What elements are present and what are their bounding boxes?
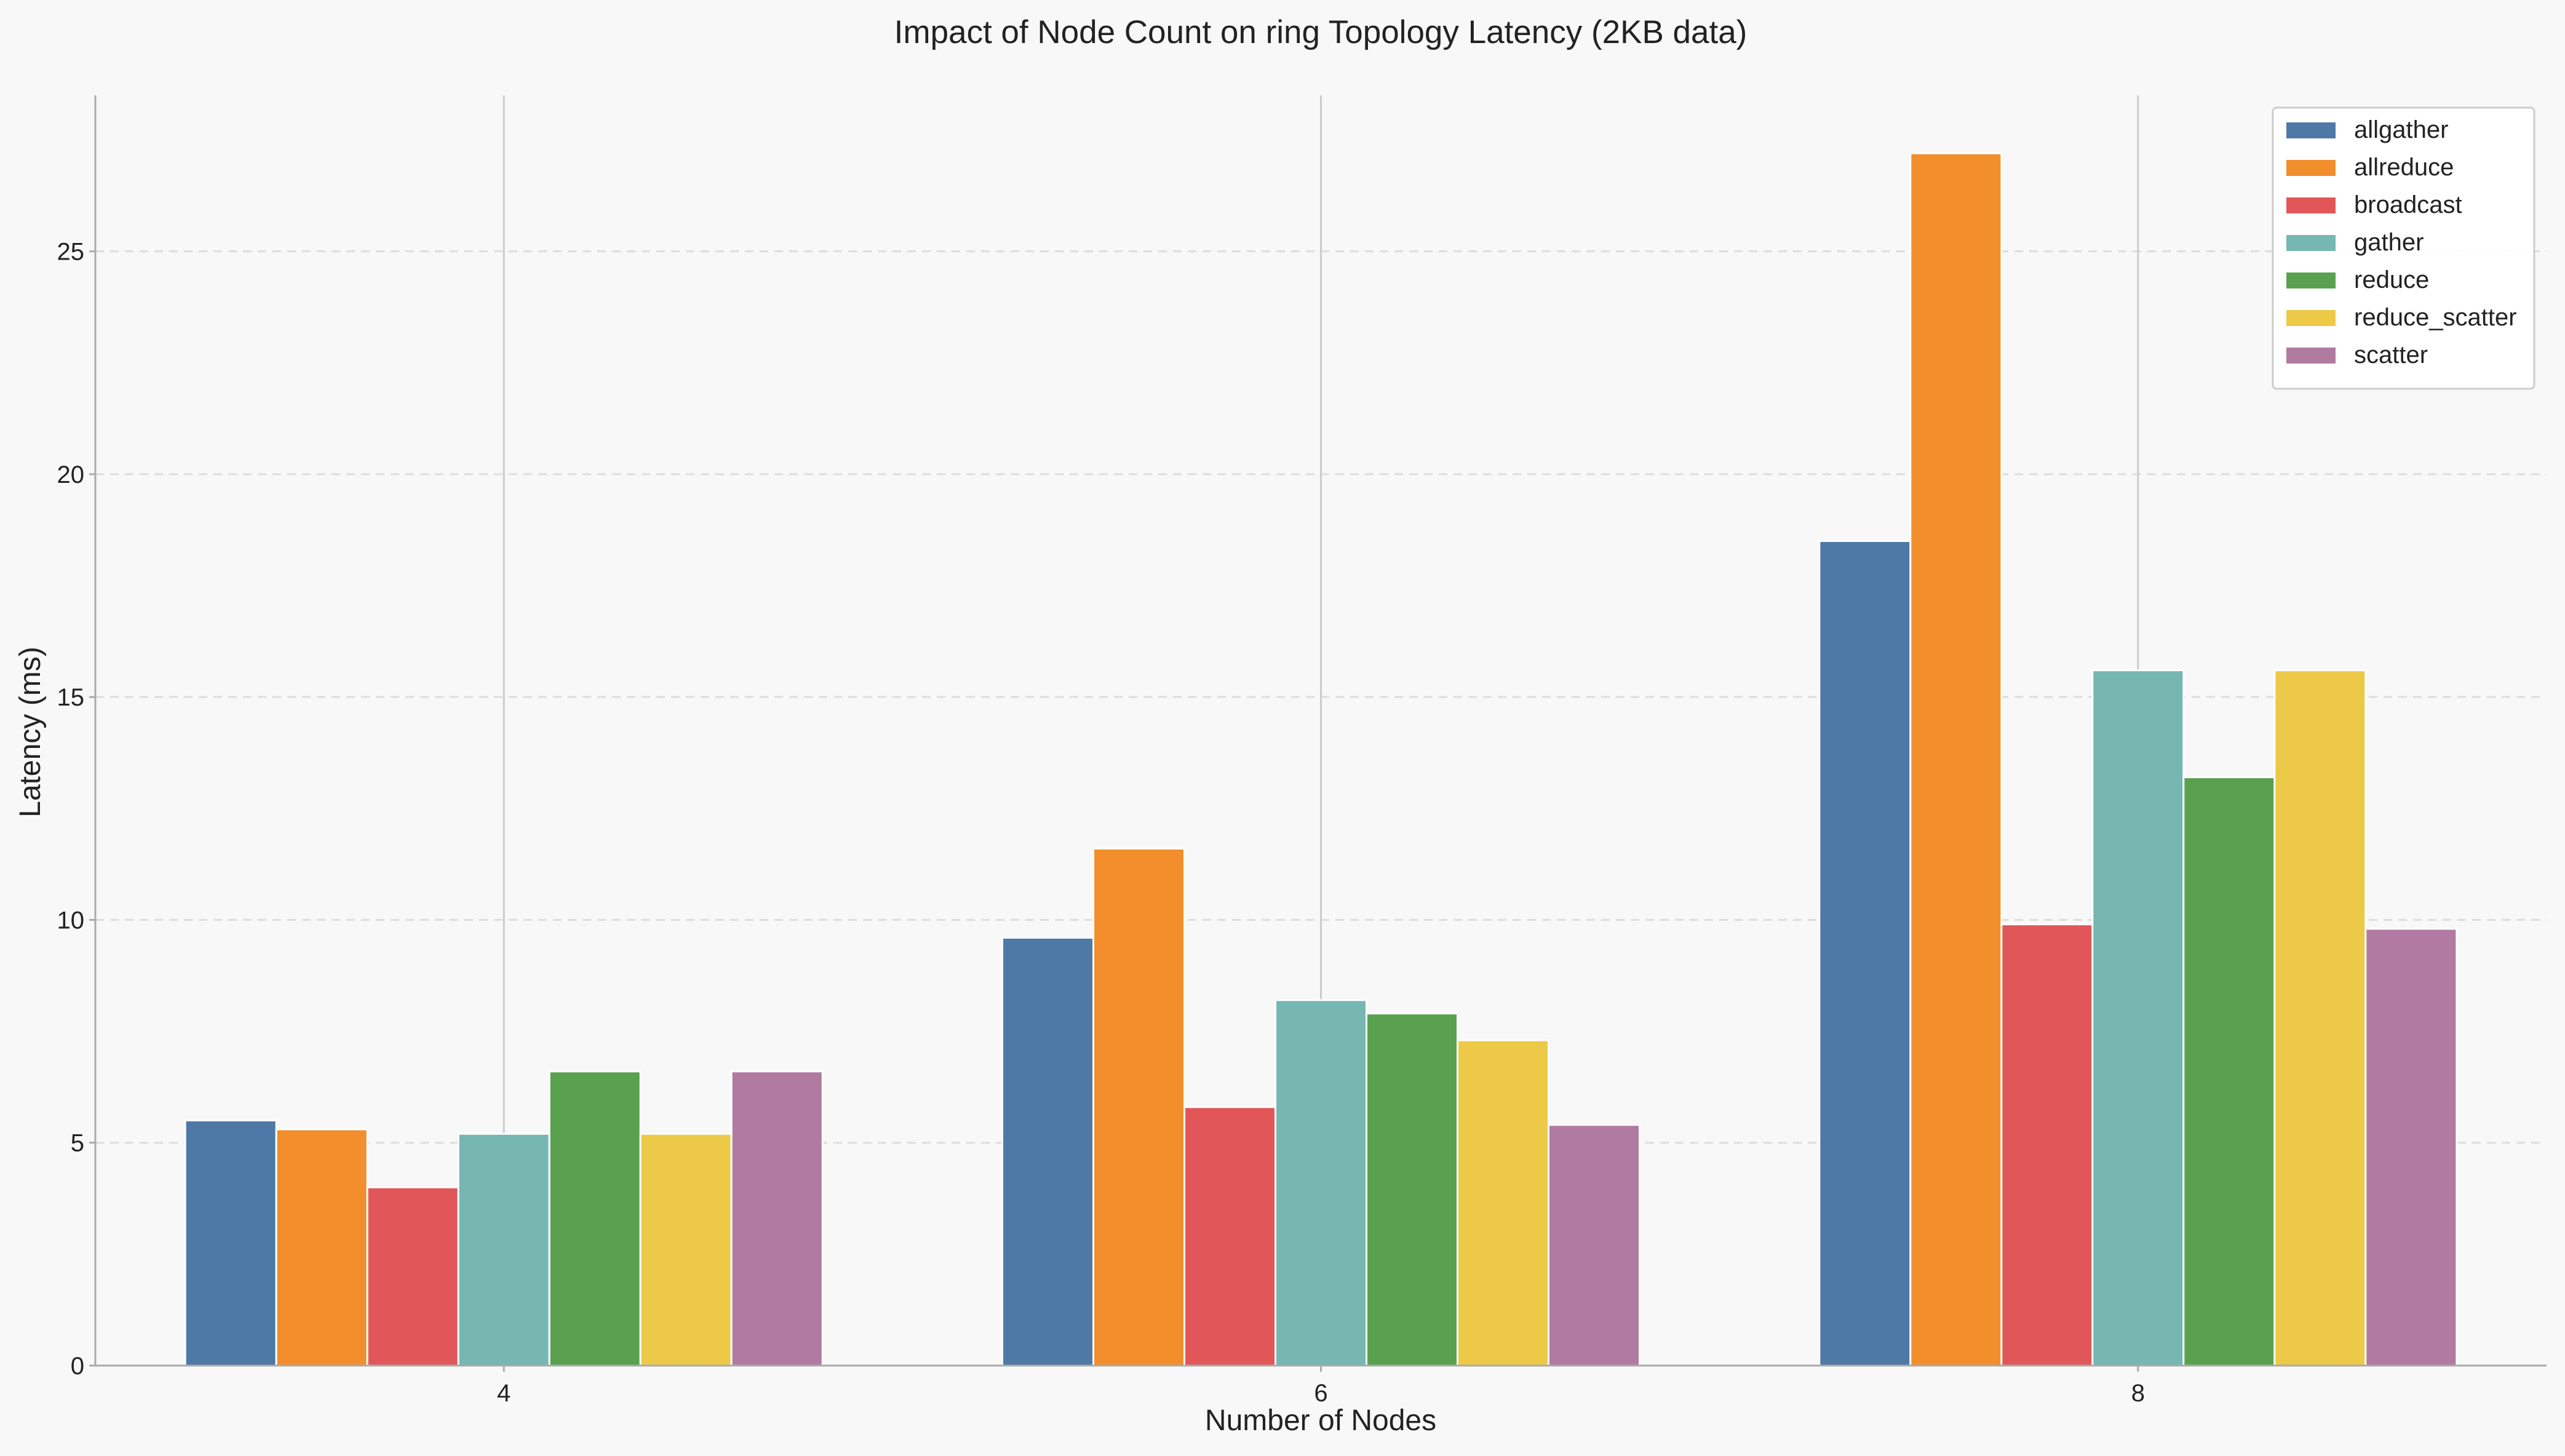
chart-title: Impact of Node Count on ring Topology La… — [894, 14, 1748, 50]
legend-label-broadcast: broadcast — [2354, 191, 2462, 218]
bar-gather-4 — [457, 1132, 551, 1367]
x-ticks: 4 6 8 — [497, 1366, 2145, 1407]
y-axis-label: Latency (ms) — [14, 646, 47, 817]
x-tick-label: 8 — [2131, 1380, 2145, 1407]
bar-reduce_scatter-8 — [2273, 669, 2367, 1367]
legend-swatch-allreduce — [2286, 160, 2336, 176]
y-tick-label: 15 — [57, 684, 85, 711]
bar-allreduce-6 — [1092, 848, 1185, 1367]
bar-allgather-4 — [184, 1119, 277, 1367]
bar-broadcast-8 — [2000, 923, 2094, 1367]
y-tick-label: 5 — [71, 1130, 84, 1157]
legend-swatch-reduce_scatter — [2286, 310, 2336, 326]
bar-broadcast-4 — [366, 1186, 459, 1367]
y-tick-label: 10 — [57, 907, 85, 934]
bar-reduce-4 — [548, 1070, 642, 1367]
legend-swatch-broadcast — [2286, 197, 2336, 213]
bar-scatter-6 — [1548, 1124, 1640, 1367]
legend-swatch-scatter — [2286, 348, 2336, 364]
bars — [184, 152, 2458, 1367]
legend: allgather allreduce broadcast gather reduce r… — [2272, 106, 2535, 390]
bar-allgather-6 — [1001, 936, 1094, 1367]
y-tick-label: 25 — [57, 239, 85, 266]
bar-allreduce-8 — [1909, 152, 2003, 1367]
bar-allgather-8 — [1818, 540, 1912, 1367]
bar-gather-6 — [1275, 999, 1367, 1367]
bar-reduce-6 — [1366, 1012, 1458, 1367]
x-tick-label: 4 — [497, 1380, 511, 1407]
legend-label-allreduce: allreduce — [2354, 154, 2454, 181]
legend-label-reduce_scatter: reduce_scatter — [2354, 304, 2517, 331]
x-tick-label: 6 — [1314, 1380, 1327, 1407]
legend-swatch-allgather — [2286, 122, 2336, 138]
bar-scatter-4 — [730, 1070, 824, 1367]
legend-label-scatter: scatter — [2354, 341, 2428, 368]
bar-reduce_scatter-6 — [1457, 1039, 1549, 1367]
legend-label-allgather: allgather — [2354, 116, 2448, 143]
legend-box — [2272, 106, 2535, 390]
bar-scatter-8 — [2364, 928, 2458, 1367]
bar-reduce_scatter-4 — [639, 1132, 733, 1367]
legend-label-gather: gather — [2354, 229, 2424, 256]
legend-label-reduce: reduce — [2354, 266, 2429, 293]
bar-gather-8 — [2091, 669, 2185, 1367]
y-tick-label: 20 — [57, 461, 85, 488]
legend-swatch-reduce — [2286, 273, 2336, 288]
y-ticks: 0 5 10 15 20 25 — [57, 239, 95, 1380]
y-tick-label: 0 — [71, 1353, 84, 1380]
bar-broadcast-6 — [1183, 1106, 1276, 1367]
bar-reduce-8 — [2182, 776, 2276, 1367]
bar-allreduce-4 — [275, 1128, 368, 1367]
x-axis-label: Number of Nodes — [1205, 1404, 1436, 1437]
legend-swatch-gather — [2286, 235, 2336, 251]
